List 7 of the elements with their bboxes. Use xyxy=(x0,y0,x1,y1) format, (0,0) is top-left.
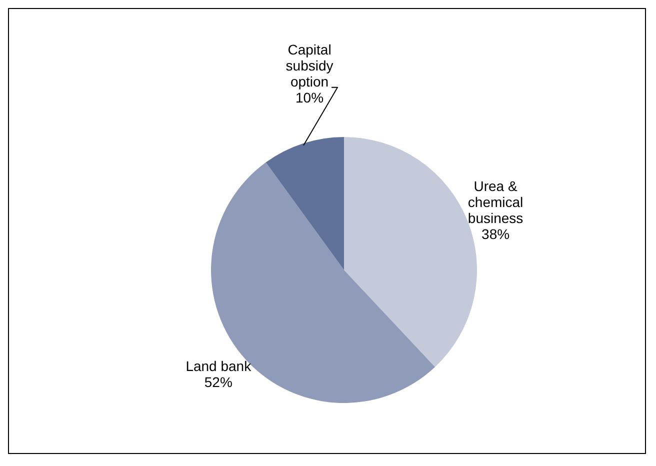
slice-label: Land bank xyxy=(186,358,252,374)
slice-label: Urea & chemical business xyxy=(468,178,524,226)
pie-slice xyxy=(266,137,344,270)
data-label: 52% xyxy=(204,374,232,390)
data-label: 38% xyxy=(482,226,510,242)
slice-label: Capital subsidy option xyxy=(286,41,334,90)
data-label: 10% xyxy=(296,89,324,106)
